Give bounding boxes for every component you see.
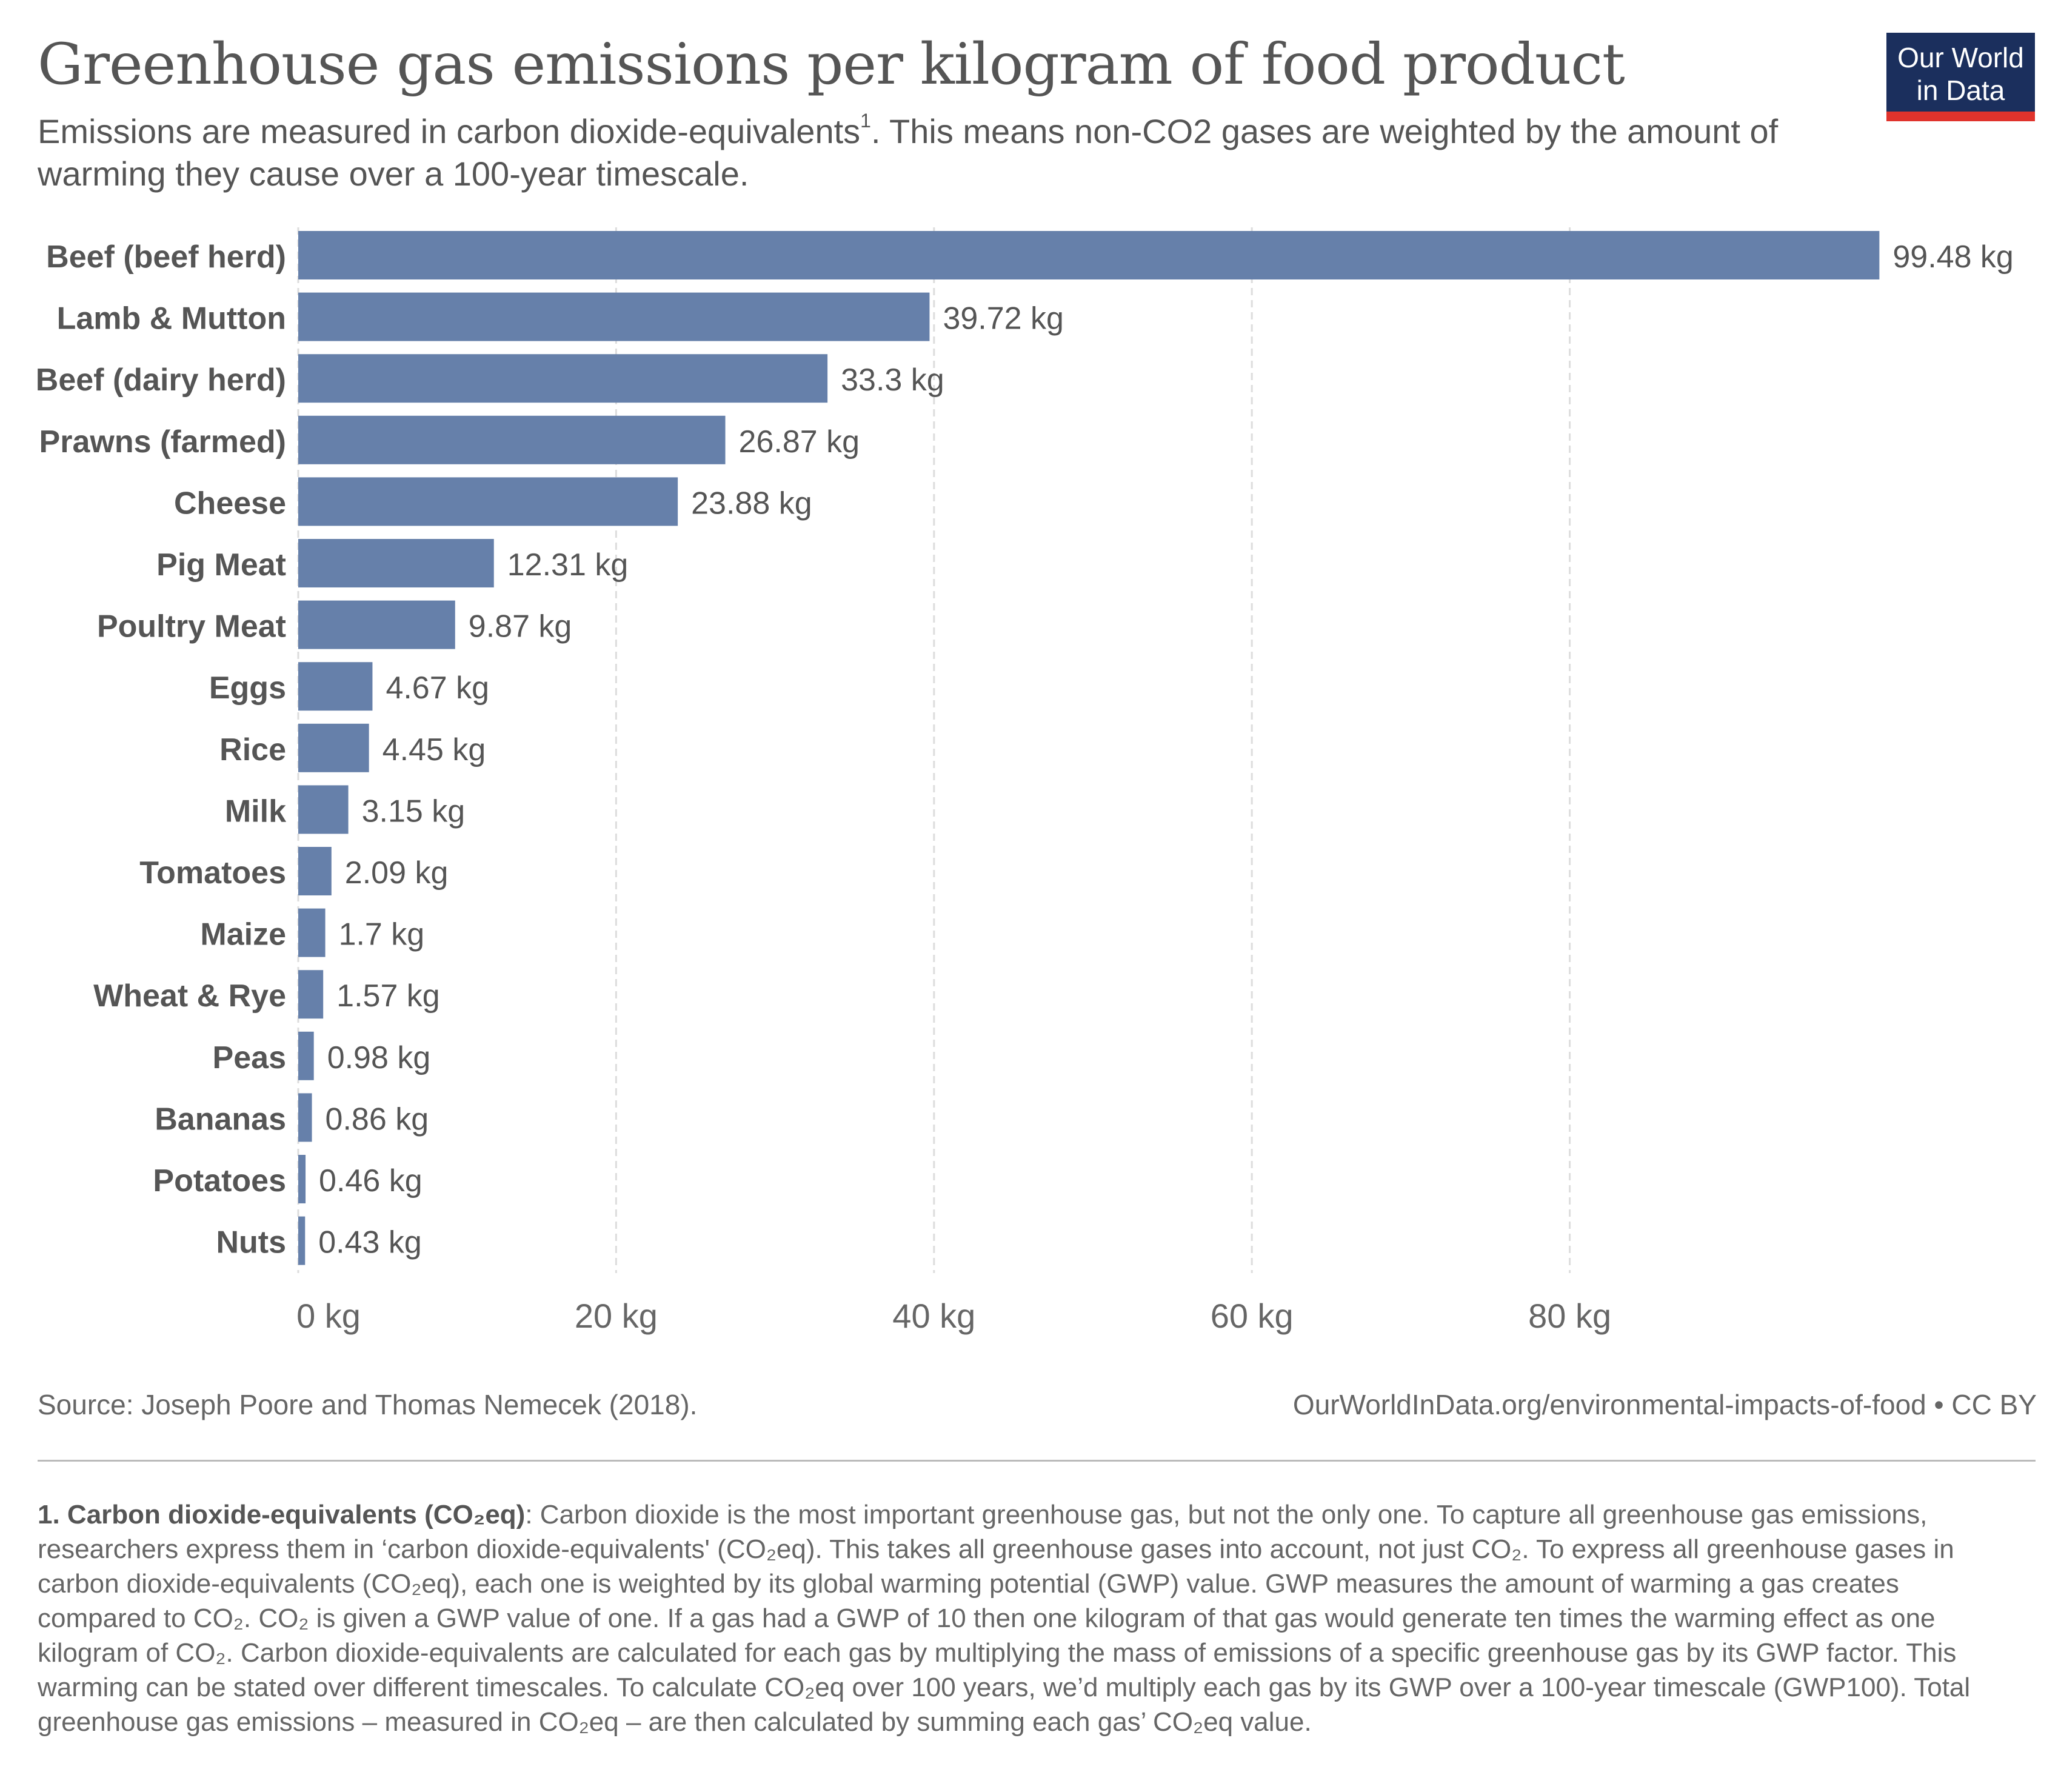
- category-label: Beef (beef herd): [46, 239, 286, 275]
- category-label: Beef (dairy herd): [36, 363, 286, 398]
- bar[interactable]: [298, 847, 332, 895]
- category-labels: Beef (beef herd) Lamb & Mutton Beef (dairy…: [36, 239, 286, 1260]
- category-label: Rice: [219, 732, 286, 767]
- value-label: 0.43 kg: [318, 1225, 422, 1260]
- bar[interactable]: [298, 539, 494, 587]
- value-label: 26.87 kg: [739, 424, 860, 460]
- bar[interactable]: [298, 1093, 312, 1142]
- bar[interactable]: [298, 415, 726, 464]
- subtitle-text-after: . This means non-CO2 gases are weighted …: [38, 112, 1779, 193]
- category-label: Nuts: [216, 1225, 286, 1260]
- value-labels: 99.48 kg 39.72 kg 33.3 kg 26.87 kg 23.88 kg 1…: [318, 239, 2014, 1260]
- category-label: Maize: [200, 917, 286, 952]
- category-label: Wheat & Rye: [93, 978, 286, 1014]
- category-label: Pig Meat: [156, 547, 286, 583]
- value-label: 12.31 kg: [507, 547, 629, 583]
- bar[interactable]: [298, 970, 324, 1019]
- value-label: 0.46 kg: [319, 1163, 423, 1199]
- category-label: Poultry Meat: [97, 609, 286, 644]
- category-label: Eggs: [209, 670, 286, 706]
- bar[interactable]: [298, 723, 369, 772]
- footnote-label: 1. Carbon dioxide-equivalents (CO₂eq): [38, 1500, 526, 1530]
- x-axis-tick-labels: 0 kg 20 kg 40 kg 60 kg 80 kg: [296, 1297, 1611, 1335]
- value-label: 9.87 kg: [469, 609, 572, 644]
- bar[interactable]: [298, 662, 373, 711]
- subtitle-text-before: Emissions are measured in carbon dioxide…: [38, 112, 861, 150]
- owid-logo[interactable]: Our World in Data: [1886, 33, 2035, 121]
- value-label: 39.72 kg: [943, 301, 1064, 336]
- bar[interactable]: [298, 908, 326, 957]
- footnote-text: : Carbon dioxide is the most important g…: [38, 1500, 1971, 1737]
- bar[interactable]: [298, 477, 678, 526]
- chart-title: Greenhouse gas emissions per kilogram of…: [38, 32, 1625, 98]
- bar[interactable]: [298, 354, 828, 403]
- x-tick-label: 20 kg: [575, 1297, 658, 1335]
- value-label: 1.7 kg: [339, 917, 425, 952]
- category-label: Peas: [213, 1040, 286, 1075]
- bar[interactable]: [298, 1031, 314, 1080]
- x-tick-label: 40 kg: [892, 1297, 975, 1335]
- footnote: 1. Carbon dioxide-equivalents (CO₂eq): C…: [38, 1497, 2008, 1739]
- bar[interactable]: [298, 231, 1880, 279]
- category-label: Milk: [225, 794, 286, 829]
- x-tick-label: 60 kg: [1211, 1297, 1294, 1335]
- bar[interactable]: [298, 785, 349, 834]
- source-note: Source: Joseph Poore and Thomas Nemecek …: [38, 1389, 698, 1420]
- bar[interactable]: [298, 1155, 306, 1203]
- footnote-marker[interactable]: 1: [860, 110, 871, 132]
- bars: [298, 231, 1880, 1265]
- category-label: Potatoes: [153, 1163, 286, 1199]
- value-label: 2.09 kg: [345, 855, 449, 891]
- x-tick-label: 80 kg: [1528, 1297, 1611, 1335]
- category-label: Prawns (farmed): [39, 424, 286, 460]
- category-label: Cheese: [174, 486, 286, 521]
- logo-line-1: Our World: [1897, 42, 2024, 73]
- footer-divider: [38, 1460, 2036, 1462]
- logo-line-2: in Data: [1916, 75, 2005, 106]
- value-label: 23.88 kg: [691, 486, 812, 521]
- value-label: 0.86 kg: [326, 1102, 429, 1137]
- category-label: Lamb & Mutton: [57, 301, 286, 336]
- bar[interactable]: [298, 1216, 306, 1265]
- chart-subtitle: Emissions are measured in carbon dioxide…: [38, 110, 1832, 195]
- source-url-link[interactable]: OurWorldInData.org/environmental-impacts…: [1292, 1389, 2037, 1420]
- value-label: 3.15 kg: [362, 794, 466, 829]
- bar-chart: Beef (beef herd) Lamb & Mutton Beef (dairy…: [36, 227, 2014, 1335]
- value-label: 0.98 kg: [327, 1040, 431, 1075]
- category-label: Bananas: [155, 1102, 286, 1137]
- value-label: 1.57 kg: [336, 978, 440, 1014]
- value-label: 4.45 kg: [382, 732, 486, 767]
- value-label: 33.3 kg: [841, 363, 944, 398]
- category-label: Tomatoes: [139, 855, 286, 891]
- bar[interactable]: [298, 292, 930, 341]
- value-label: 99.48 kg: [1892, 239, 2014, 275]
- bar[interactable]: [298, 600, 455, 649]
- x-tick-label: 0 kg: [296, 1297, 361, 1335]
- value-label: 4.67 kg: [386, 670, 489, 706]
